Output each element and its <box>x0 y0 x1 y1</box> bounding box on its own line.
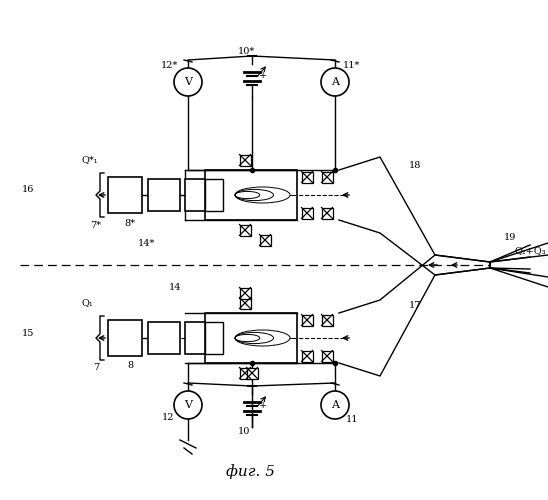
Bar <box>239 224 250 235</box>
Text: 11: 11 <box>346 416 358 424</box>
Circle shape <box>174 391 202 419</box>
Bar <box>301 208 312 218</box>
Bar <box>301 314 312 326</box>
Bar <box>301 172 312 182</box>
Text: 12: 12 <box>162 414 174 422</box>
Bar <box>108 320 142 356</box>
Bar <box>322 314 333 326</box>
Text: Q₂+Q₃: Q₂+Q₃ <box>514 246 546 256</box>
Bar <box>205 170 297 220</box>
Text: 7: 7 <box>93 364 99 372</box>
Bar <box>239 368 250 378</box>
Text: V: V <box>184 77 192 87</box>
Text: 19: 19 <box>504 232 516 241</box>
Bar <box>185 322 205 354</box>
Text: 11*: 11* <box>343 60 361 70</box>
Bar <box>239 298 250 308</box>
Bar <box>239 154 250 166</box>
Text: 8: 8 <box>127 362 133 370</box>
Bar <box>322 350 333 362</box>
Text: +: + <box>259 400 267 409</box>
Text: A: A <box>331 77 339 87</box>
Bar <box>301 350 312 362</box>
Text: Q*₁: Q*₁ <box>82 156 99 164</box>
Circle shape <box>174 68 202 96</box>
Text: 7*: 7* <box>90 220 101 230</box>
Bar <box>239 288 250 298</box>
Bar <box>148 322 180 354</box>
Text: 10: 10 <box>238 428 250 436</box>
Text: 8*: 8* <box>124 218 135 228</box>
Bar <box>322 172 333 182</box>
Bar <box>205 179 223 211</box>
Bar <box>205 313 297 363</box>
Text: фиг. 5: фиг. 5 <box>225 464 275 479</box>
Text: V: V <box>184 400 192 410</box>
Text: 16: 16 <box>22 186 34 194</box>
Circle shape <box>321 391 349 419</box>
Bar <box>260 234 271 246</box>
Bar <box>322 208 333 218</box>
Text: +: + <box>259 70 267 80</box>
Text: 10*: 10* <box>237 48 255 56</box>
Text: A: A <box>331 400 339 410</box>
Bar <box>108 177 142 213</box>
Bar <box>185 179 205 211</box>
Text: 12*: 12* <box>161 60 179 70</box>
Text: 15: 15 <box>22 328 34 338</box>
Bar <box>148 179 180 211</box>
Text: 18: 18 <box>409 160 421 170</box>
Bar <box>205 322 223 354</box>
Text: 14: 14 <box>169 284 181 292</box>
Text: 17: 17 <box>409 302 421 310</box>
Circle shape <box>321 68 349 96</box>
Text: 14*: 14* <box>138 238 156 248</box>
Bar <box>247 368 258 378</box>
Text: Q₁: Q₁ <box>82 298 94 308</box>
